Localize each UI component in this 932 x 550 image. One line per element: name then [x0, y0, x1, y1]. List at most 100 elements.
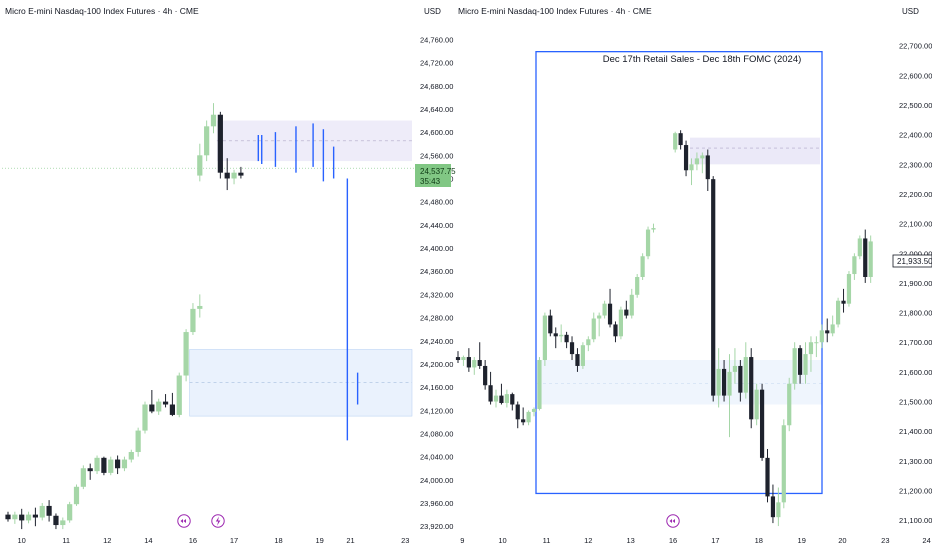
- right-y-axis-ticks: 22,700.00 22,600.00 22,500.00 22,400.00 22,3…: [899, 42, 932, 525]
- right-candle-up: [542, 315, 547, 361]
- left-candle-down: [169, 404, 175, 415]
- right-candle-down: [863, 238, 868, 277]
- right-x-tick-label: 11: [543, 536, 551, 545]
- left-y-tick-label: 24,400.00: [420, 244, 453, 253]
- right-candle-down: [738, 365, 743, 393]
- right-candle-down: [521, 419, 526, 423]
- right-candle-up: [727, 371, 732, 396]
- left-candle-up: [12, 514, 18, 520]
- right-x-tick-label: 18: [755, 536, 763, 545]
- right-candle-up: [580, 345, 585, 366]
- left-y-tick-label: 24,440.00: [420, 221, 453, 230]
- right-candle-down: [515, 404, 520, 420]
- left-y-tick-label: 23,960.00: [420, 499, 453, 508]
- right-y-tick-label: 21,500.00: [899, 398, 932, 407]
- left-price-tag-countdown: 35:43: [420, 177, 441, 186]
- left-y-tick-label: 24,080.00: [420, 429, 453, 438]
- left-demand-zone: [189, 349, 413, 417]
- right-candle-up: [640, 256, 645, 277]
- left-event-icons: [177, 514, 225, 528]
- right-candle-up: [504, 394, 509, 404]
- right-candle-down: [759, 389, 765, 458]
- right-candle-down: [564, 334, 569, 343]
- right-candle-up: [808, 342, 814, 355]
- right-candle-up: [754, 389, 759, 420]
- right-candle-up: [814, 342, 819, 344]
- right-candle-down: [569, 342, 575, 355]
- right-candle-down: [553, 333, 558, 337]
- right-x-tick-label: 19: [798, 536, 806, 545]
- right-candle-down: [770, 496, 776, 518]
- right-y-tick-label: 22,000.00: [899, 249, 932, 258]
- right-candle-up: [689, 164, 694, 171]
- left-x-tick-label: 19: [316, 536, 324, 545]
- right-candle-up: [461, 357, 466, 361]
- left-x-tick-label: 10: [18, 536, 26, 545]
- right-candle-down: [683, 145, 689, 171]
- left-candle-down: [46, 505, 52, 516]
- left-candle-up: [190, 308, 196, 333]
- right-y-tick-label: 21,400.00: [899, 427, 932, 436]
- left-plot: 10 11 12 14 16 17 18 19 21 23: [2, 103, 414, 545]
- right-x-tick-label: 12: [584, 536, 592, 545]
- right-candle-down: [797, 348, 803, 375]
- left-candle-down: [162, 401, 169, 405]
- right-x-tick-label: 24: [922, 536, 930, 545]
- left-x-tick-label: 16: [189, 536, 197, 545]
- right-candles: [455, 130, 873, 527]
- left-x-tick-label: 12: [103, 536, 111, 545]
- left-x-tick-label: 18: [274, 536, 282, 545]
- right-candle-up: [602, 303, 607, 316]
- right-candle-up: [629, 294, 634, 316]
- right-candle-up: [597, 315, 602, 319]
- left-price-tag: [415, 164, 451, 187]
- left-candle-up: [231, 172, 237, 179]
- right-y-tick-label: 22,100.00: [899, 220, 932, 229]
- right-candle-up: [526, 411, 531, 423]
- right-y-tick-label: 22,300.00: [899, 160, 932, 169]
- right-supply-zone: [690, 137, 820, 165]
- left-candle-up: [80, 468, 86, 487]
- left-pane: Micro E-mini Nasdaq-100 Index Futures · …: [2, 6, 456, 545]
- right-y-tick-label: 22,600.00: [899, 71, 932, 80]
- left-price-axis[interactable]: USD 24,760.00 24,720.00 24,680.00 24,640.00…: [415, 7, 456, 531]
- right-candle-up: [673, 133, 678, 150]
- lightning-icon[interactable]: [211, 514, 225, 528]
- left-candle-down: [149, 404, 155, 412]
- right-candle-up: [586, 339, 591, 346]
- right-candle-up: [852, 256, 857, 275]
- rewind-icon[interactable]: [666, 514, 680, 528]
- left-y-tick-label: 24,480.00: [420, 198, 453, 207]
- right-y-tick-label: 21,900.00: [899, 279, 932, 288]
- left-candle-up: [176, 375, 182, 415]
- left-candle-down: [53, 515, 59, 526]
- right-candle-down: [825, 330, 830, 334]
- left-candle-down: [5, 514, 11, 520]
- right-candle-up: [694, 158, 700, 165]
- right-candle-down: [841, 300, 846, 304]
- left-candle-up: [39, 505, 45, 518]
- right-candle-up: [472, 360, 477, 368]
- right-candle-up: [635, 277, 640, 295]
- right-candle-up: [537, 360, 542, 409]
- left-x-tick-label: 11: [62, 536, 70, 545]
- right-candle-up: [787, 383, 792, 426]
- right-candle-down: [705, 155, 710, 180]
- right-y-tick-label: 22,500.00: [899, 101, 932, 110]
- left-y-axis-ticks: 24,760.00 24,720.00 24,680.00 24,640.00 24,6…: [420, 35, 453, 531]
- right-candle-up: [716, 368, 721, 396]
- right-y-tick-label: 21,700.00: [899, 338, 932, 347]
- rewind-icon[interactable]: [177, 514, 191, 528]
- left-y-tick-label: 24,600.00: [420, 128, 453, 137]
- left-candle-up: [142, 404, 148, 431]
- right-x-tick-label: 16: [669, 536, 677, 545]
- right-candle-down: [711, 179, 716, 396]
- right-price-axis[interactable]: USD 22,700.00 22,600.00 22,500.00 22,400.00…: [892, 7, 932, 525]
- right-candle-up: [836, 300, 841, 325]
- right-candle-down: [510, 394, 515, 405]
- right-candle-up: [591, 318, 596, 340]
- right-y-tick-label: 21,200.00: [899, 486, 932, 495]
- right-x-tick-label: 23: [881, 536, 889, 545]
- left-x-tick-label: 14: [144, 536, 152, 545]
